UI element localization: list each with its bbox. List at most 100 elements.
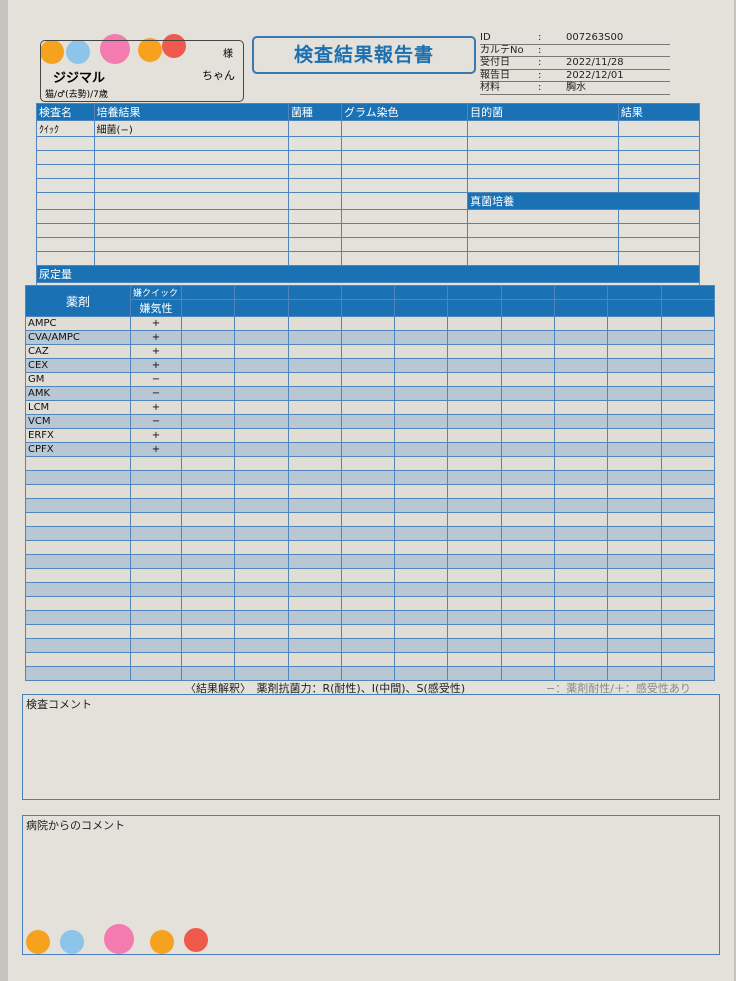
culture-cell [341, 237, 469, 252]
drug-cell [340, 568, 396, 583]
drug-cell [447, 652, 502, 667]
drug-result [130, 456, 182, 471]
drug-cell [660, 582, 716, 597]
drug-row: CEX + [25, 358, 716, 373]
drug-cell [607, 554, 662, 569]
drug-cell [234, 316, 289, 331]
drug-cell [180, 568, 236, 583]
drug-cell [287, 358, 342, 373]
drug-cell [234, 330, 289, 345]
drug-cell [180, 624, 236, 639]
drug-cell [234, 358, 289, 373]
culture-cell [93, 209, 289, 224]
culture-header-cell: 培養結果 [93, 103, 289, 121]
drug-row [25, 596, 716, 611]
drug-cell [607, 484, 662, 499]
drug-cell [180, 666, 236, 681]
drug-cell [500, 344, 556, 359]
culture-header-row: 検査名 培養結果 菌種 グラム染色 目的菌 結果 [36, 103, 701, 121]
drug-cell [287, 414, 342, 429]
drug-row [25, 624, 716, 639]
drug-cell [287, 316, 342, 331]
drug-name [25, 610, 131, 625]
drug-cell [607, 498, 662, 513]
drug-cell [234, 568, 289, 583]
drug-header-cell [500, 285, 556, 300]
drug-name [25, 638, 131, 653]
drug-cell [287, 540, 342, 555]
drug-cell [447, 400, 502, 415]
drug-name: CEX [25, 358, 131, 373]
drug-cell [287, 442, 342, 457]
drug-cell [394, 554, 449, 569]
culture-cell [36, 178, 95, 193]
drug-cell [180, 414, 236, 429]
drug-name [25, 470, 131, 485]
drug-cell [660, 358, 716, 373]
info-colon: : [538, 44, 542, 56]
drug-cell [500, 442, 556, 457]
drug-cell [500, 456, 556, 471]
culture-cell [287, 209, 343, 224]
drug-name [25, 498, 131, 513]
drug-result [130, 512, 182, 527]
culture-row: 真菌培養 [36, 192, 700, 210]
drug-cell [340, 400, 396, 415]
drug-result [130, 540, 182, 555]
urine-header: 尿定量 [36, 265, 700, 283]
drug-result: − [130, 386, 182, 401]
patient-name: ジジマル [53, 71, 106, 86]
drug-cell [287, 526, 342, 541]
culture-cell [287, 164, 343, 179]
drug-result: − [130, 372, 182, 387]
drug-cell [340, 582, 396, 597]
drug-result [130, 484, 182, 499]
drug-cell [287, 582, 342, 597]
drug-cell [554, 540, 609, 555]
drug-cell [500, 596, 556, 611]
drug-result: + [130, 316, 182, 331]
drug-name: ERFX [25, 428, 131, 443]
drug-cell [554, 526, 609, 541]
drug-cell [447, 330, 502, 345]
drug-cell [607, 470, 662, 485]
drug-cell [394, 624, 449, 639]
culture-cell [93, 178, 289, 193]
culture-cell [36, 251, 95, 266]
legend-note: −：薬剤耐性/＋：感受性あり [546, 682, 691, 695]
drug-cell [340, 498, 396, 513]
drug-name [25, 568, 131, 583]
drug-cell [554, 428, 609, 443]
drug-header-cell [554, 299, 609, 317]
drug-cell [394, 428, 449, 443]
drug-cell [500, 624, 556, 639]
drug-cell [394, 470, 449, 485]
drug-cell [394, 372, 449, 387]
culture-cell [467, 164, 619, 179]
drug-cell [500, 568, 556, 583]
drug-cell [500, 512, 556, 527]
drug-cell [554, 652, 609, 667]
drug-cell [500, 526, 556, 541]
culture-header-cell: 結果 [617, 103, 701, 121]
drug-cell [234, 386, 289, 401]
drug-cell [234, 652, 289, 667]
drug-cell [554, 316, 609, 331]
drug-row: AMK − [25, 386, 716, 401]
drug-name: CVA/AMPC [25, 330, 131, 345]
drug-cell [234, 484, 289, 499]
drug-cell [180, 484, 236, 499]
drug-cell [607, 666, 662, 681]
culture-cell [36, 150, 95, 165]
info-label: カルテNo [480, 44, 524, 56]
culture-cell [467, 150, 619, 165]
drug-result: + [130, 358, 182, 373]
culture-cell [467, 178, 619, 193]
drug-result [130, 526, 182, 541]
drug-cell [394, 330, 449, 345]
drug-cell [660, 568, 716, 583]
drug-cell [340, 428, 396, 443]
drug-header-cell [340, 285, 396, 300]
drug-cell [340, 414, 396, 429]
drug-cell [180, 372, 236, 387]
